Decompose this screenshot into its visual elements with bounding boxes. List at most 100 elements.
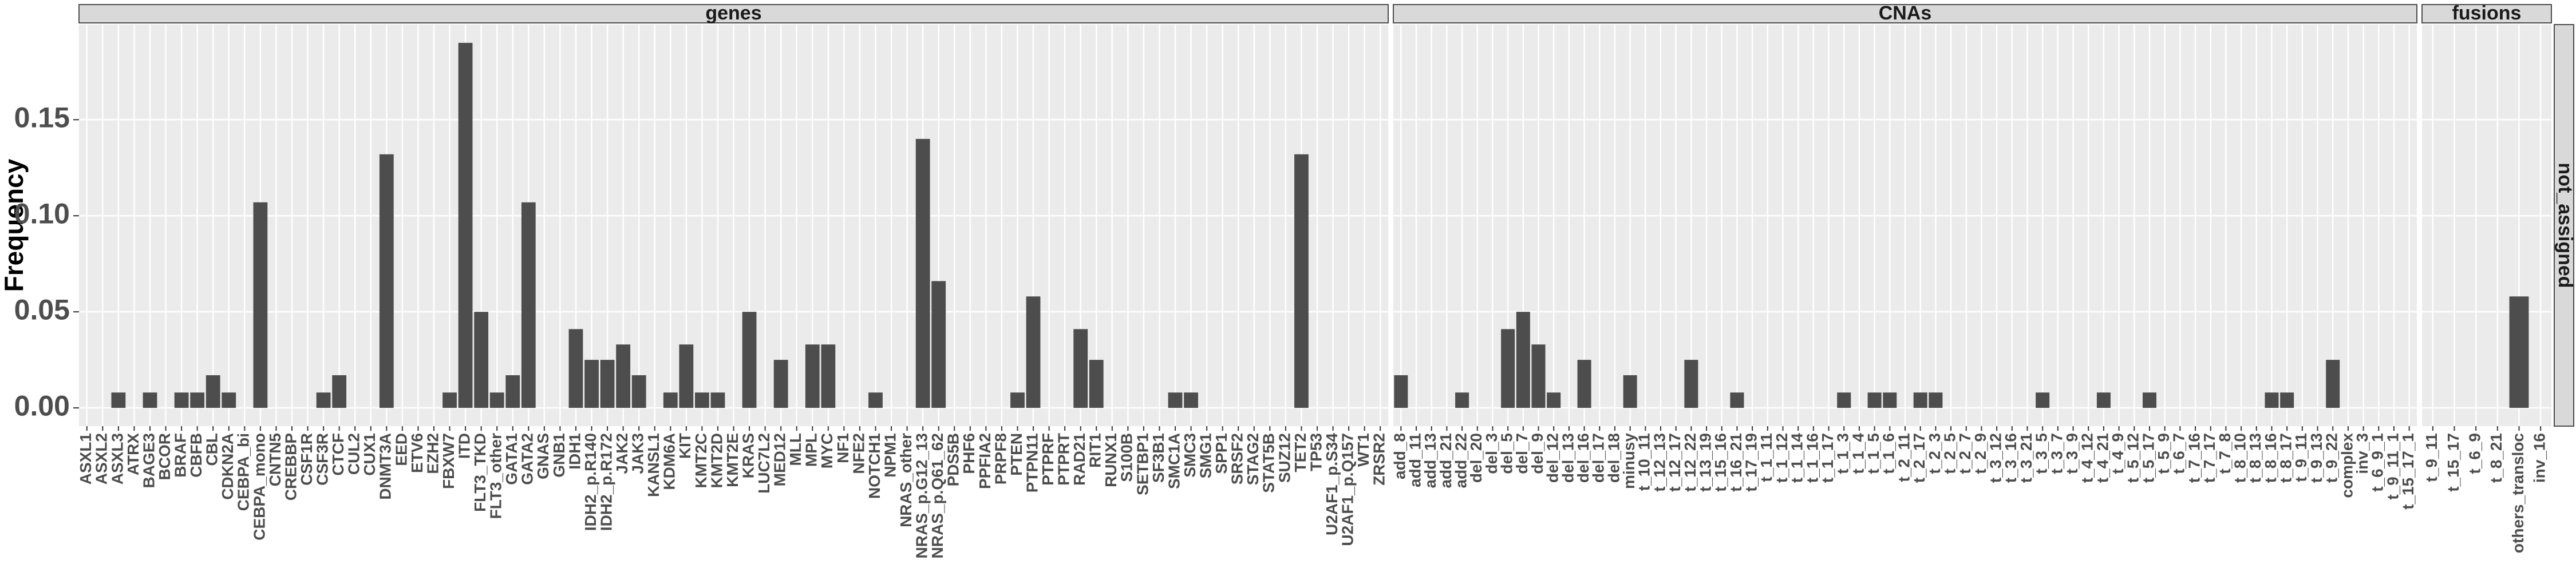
bar (1867, 392, 1882, 408)
x-tick-label: t_8_16 (2262, 433, 2279, 483)
x-tick-label: SRSF2 (1228, 433, 1246, 484)
x-tick-label: RUNX1 (1102, 433, 1120, 487)
x-tick-label: del_12 (1544, 433, 1562, 483)
x-tick-label: PTPN11 (1023, 433, 1041, 492)
x-tick-label: minusy (1620, 433, 1638, 489)
x-tick-label: t_4_12 (2079, 433, 2096, 483)
x-tick-label: CTCF (329, 433, 347, 476)
x-tick-label: t_9_22 (2323, 433, 2341, 483)
x-tick-label: STAT5B (1260, 433, 1278, 493)
x-tick-label: t_9_13 (2308, 433, 2325, 483)
x-tick-label: PDS5B (945, 433, 962, 486)
x-tick-label: SUZ12 (1275, 433, 1293, 483)
bar (2280, 392, 2294, 408)
x-tick-label: t_7_17 (2200, 433, 2218, 483)
bar (1730, 392, 1744, 408)
x-tick-label: t_4_21 (2093, 433, 2111, 483)
x-tick-label: CUL2 (345, 433, 363, 475)
x-tick-label: t_8_17 (2277, 433, 2295, 483)
x-tick-label: MED12 (771, 433, 789, 486)
x-tick-label: ASXL1 (77, 433, 94, 484)
x-tick-label: NPM1 (881, 433, 899, 478)
bar (1455, 392, 1469, 408)
x-tick-label: KMT2C (692, 433, 710, 488)
x-tick-label: GATA2 (519, 433, 536, 485)
x-tick-label: BAGE3 (140, 433, 157, 488)
x-tick-label: t_7_16 (2185, 433, 2203, 483)
bar (111, 392, 126, 408)
x-tick-label: STAG2 (1244, 433, 1262, 485)
x-tick-label: t_17_19 (1743, 433, 1760, 492)
bar (1929, 392, 1943, 408)
x-tick-label: add_8 (1391, 433, 1409, 479)
bar (2265, 392, 2279, 408)
x-tick-label: ZRSR2 (1370, 433, 1388, 486)
bar (663, 392, 678, 408)
x-tick-label: BCOR (156, 433, 173, 480)
bar (1516, 312, 1530, 408)
x-tick-label: t_3_5 (2033, 433, 2050, 474)
bar (1913, 392, 1927, 408)
x-tick-label: t_2_9 (1971, 433, 1989, 474)
x-tick-label: FLT3_other (487, 433, 505, 519)
x-tick-label: add_13 (1421, 433, 1439, 488)
x-tick-label: SF3B1 (1149, 433, 1167, 483)
x-tick-label: MLL (787, 433, 804, 466)
x-tick-label: RIT1 (1086, 433, 1104, 468)
x-tick-label: del_18 (1605, 433, 1622, 483)
bar (694, 392, 709, 408)
x-tick-label: del_13 (1559, 433, 1577, 483)
bar (821, 344, 836, 408)
x-tick-label: NRAS_p.G12_13 (913, 433, 931, 558)
facet-strip (2421, 4, 2552, 23)
x-tick-label: inv_16 (2531, 433, 2549, 483)
x-tick-label: CDKN2A (219, 433, 236, 500)
x-tick-label: NFE2 (850, 433, 867, 474)
x-tick-label: t_2_7 (1956, 433, 1974, 474)
x-tick-label: CEBPA_bi (235, 433, 252, 511)
y-tick-label: 0.10 (14, 197, 70, 229)
bar (2142, 392, 2156, 408)
x-tick-label: PPFIA2 (976, 433, 994, 489)
x-tick-label: U2AF1_p.S34 (1323, 433, 1341, 535)
x-tick-label: t_1_12 (1773, 433, 1791, 483)
bar (521, 202, 536, 408)
x-tick-label: ATRX (124, 433, 142, 475)
bar (2036, 392, 2050, 408)
x-tick-label: t_1_4 (1849, 433, 1867, 474)
x-tick-label: NOTCH1 (866, 433, 883, 499)
bar (1547, 392, 1561, 408)
x-tick-label: CBL (203, 433, 221, 466)
x-tick-label: t_13_19 (1696, 433, 1714, 492)
row-strip (2554, 24, 2574, 427)
x-tick-label: CUX1 (361, 433, 378, 476)
x-tick-label: del_16 (1574, 433, 1592, 483)
bar (679, 344, 694, 408)
x-tick-label: t_12_17 (1666, 433, 1684, 492)
x-tick-label: CREBBP (282, 433, 299, 500)
x-tick-label: t_9_11 (2292, 433, 2310, 482)
x-tick-label: SETBP1 (1133, 433, 1151, 495)
bar (1623, 375, 1637, 408)
x-tick-label: t_7_8 (2216, 433, 2234, 474)
x-tick-label: t_3_12 (1987, 433, 2005, 483)
x-tick-label: RAD21 (1070, 433, 1088, 486)
bar (1184, 392, 1198, 408)
x-tick-label: GNB1 (550, 433, 568, 478)
x-tick-label: t_8_21 (2487, 433, 2505, 483)
bar (505, 375, 520, 408)
x-tick-label: t_8_13 (2246, 433, 2264, 483)
bar (1294, 154, 1309, 408)
x-tick-label: t_3_16 (2002, 433, 2020, 483)
facet-label: fusions (2452, 2, 2522, 24)
x-tick-label: IDH2_p.R140 (582, 433, 599, 531)
x-tick-label: t_9_11_1 (2384, 433, 2401, 500)
x-tick-label: GATA1 (503, 433, 520, 485)
x-tick-label: MYC (818, 433, 836, 468)
bar (915, 138, 930, 408)
x-tick-label: PTPRT (1055, 433, 1073, 486)
x-tick-label: SMG1 (1197, 433, 1215, 478)
x-tick-label: KMT2E (724, 433, 741, 487)
x-tick-label: JAK2 (613, 433, 631, 474)
